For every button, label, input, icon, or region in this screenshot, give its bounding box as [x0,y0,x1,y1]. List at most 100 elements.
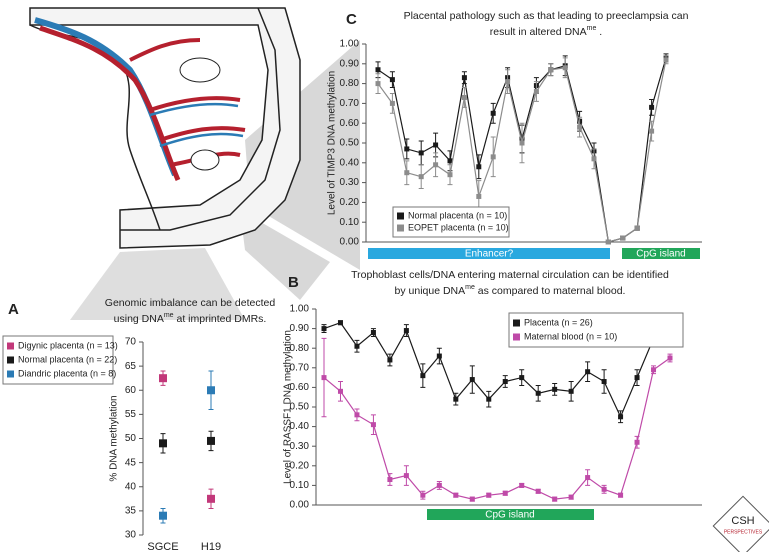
connector [70,248,245,320]
data-point [663,57,669,63]
data-point [568,388,574,394]
data-point [519,140,525,146]
y-tick-label: 0.90 [290,323,310,334]
data-point [159,511,167,520]
data-point [375,81,381,87]
chart-title: using DNAme at imprinted DMRs. [114,312,267,324]
data-point [502,379,508,385]
region-bar [368,248,610,259]
data-point [337,320,343,326]
y-tick-label: 0.60 [340,118,360,129]
x-tick-label: H19 [201,541,221,552]
data-point [469,496,475,502]
y-tick-label: 0.70 [290,362,310,373]
data-point [562,65,568,71]
chart-title: Trophoblast cells/DNA entering maternal … [351,269,669,281]
y-axis-label: % DNA methylation [109,395,120,481]
data-point [420,492,426,498]
data-point [649,104,655,110]
data-point [634,439,640,445]
data-point [389,77,395,83]
y-tick-label: 0.70 [340,98,360,109]
data-point [502,490,508,496]
y-tick-label: 30 [125,530,137,541]
y-tick-label: 0.90 [340,58,360,69]
data-point [519,375,525,381]
data-point [436,353,442,359]
x-tick-label: SGCE [147,541,178,552]
y-tick-label: 60 [125,385,137,396]
data-point [577,124,583,130]
y-tick-label: 0.10 [340,217,360,228]
data-point [337,388,343,394]
panel-letter: A [8,301,19,318]
data-point [490,110,496,116]
y-tick-label: 70 [125,337,137,348]
data-point [533,89,539,95]
legend-box [508,312,684,348]
data-point [618,414,624,420]
legend-box [2,335,114,385]
data-point [634,375,640,381]
data-point [453,396,459,402]
data-point [321,375,327,381]
legend-label: EOPET placenta (n = 10) [408,222,509,232]
panel-letter: C [346,11,357,28]
series-line [323,322,671,419]
y-tick-label: 0.30 [340,177,360,188]
data-point [585,369,591,375]
data-point [476,164,482,170]
data-point [486,396,492,402]
logo-text: CSH [731,515,754,527]
data-point [476,193,482,199]
data-point [403,473,409,479]
y-tick-label: 0.60 [290,382,310,393]
title-text: by unique DNA [395,285,466,297]
y-tick-label: 0.80 [340,78,360,89]
legend-swatch [7,356,14,364]
region-bar [622,248,700,259]
data-point [436,482,442,488]
data-point [486,492,492,498]
chart-title: result in altered DNAme . [490,25,602,37]
data-point [321,326,327,332]
legend-label: Maternal blood (n = 10) [524,331,617,341]
data-point [618,492,624,498]
data-point [548,67,554,73]
data-point [490,154,496,160]
data-point [370,330,376,336]
y-tick-label: 0.50 [290,402,310,413]
legend-box [392,206,510,238]
title-superscript: me [164,312,174,319]
title-superscript: me [587,25,597,32]
data-point [519,482,525,488]
legend-swatch [7,342,14,350]
data-point [404,146,410,152]
data-point [552,386,558,392]
y-tick-label: 0.20 [340,197,360,208]
data-point [601,486,607,492]
data-point [601,379,607,385]
data-point [387,357,393,363]
y-tick-label: 0.40 [290,421,310,432]
y-tick-label: 0.20 [290,460,310,471]
chart-title: Genomic imbalance can be detected [105,297,276,309]
data-point [387,477,393,483]
y-tick-label: 0.00 [290,500,310,511]
legend-swatch [397,212,404,220]
data-point [207,386,215,395]
connector [240,210,330,300]
data-point [447,172,453,178]
title-text: at imprinted DMRs. [174,313,267,325]
y-tick-label: 0.40 [340,157,360,168]
title-text: result in altered DNA [490,26,587,38]
data-point [453,492,459,498]
logo-text: PERSPECTIVES [724,529,763,535]
data-point [585,475,591,481]
legend-swatch [513,319,520,327]
data-point [591,156,597,162]
legend-label: Placenta (n = 26) [524,317,593,327]
y-axis-label: Level of RASSF1 DNA methylation [283,330,294,484]
y-tick-label: 0.10 [290,480,310,491]
data-point [505,79,511,85]
